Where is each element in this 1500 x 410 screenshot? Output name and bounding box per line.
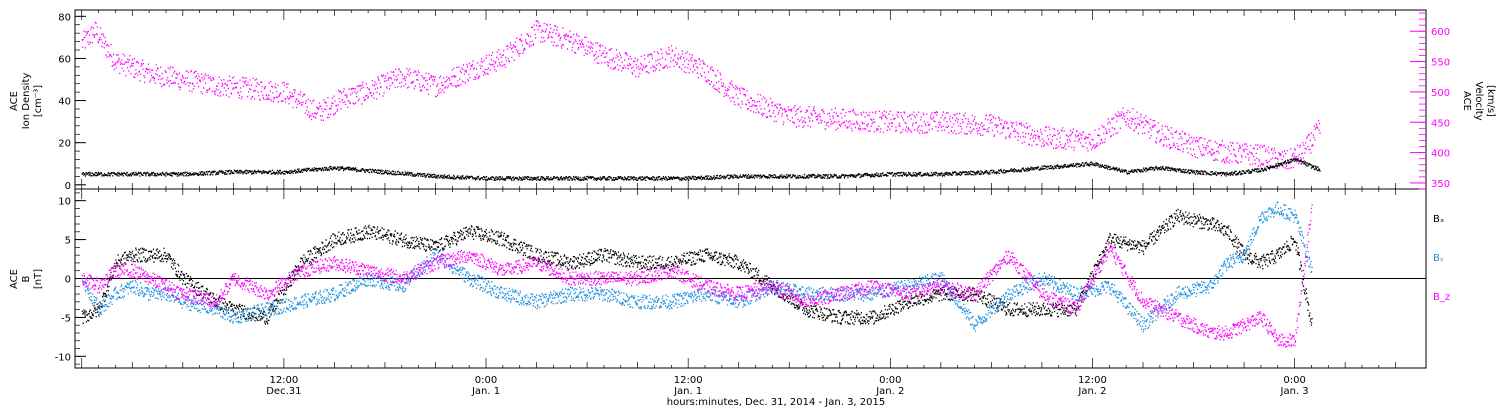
top-panel-frame <box>74 9 1427 190</box>
velocity-tick-label: 550 <box>1431 58 1450 69</box>
bx-points <box>81 208 1313 326</box>
velocity-tick-label: 350 <box>1431 179 1450 190</box>
density-axis-label-line3: [cm⁻³] <box>33 85 44 117</box>
density-velocity-data <box>81 20 1321 182</box>
density-tick-label: 80 <box>58 12 71 23</box>
b-field-tick-label: -10 <box>55 352 71 363</box>
velocity-tick-label: 600 <box>1431 27 1450 38</box>
velocity-tick-label: 500 <box>1431 88 1450 99</box>
x-tick-label-date: Dec.31 <box>266 386 301 397</box>
b-field-tick-label: 10 <box>58 197 71 208</box>
density-axis-label-line2: Ion Density <box>21 73 32 130</box>
density-points <box>81 157 1321 182</box>
density-tick-label: 0 <box>65 181 71 192</box>
b-field-tick-label: 5 <box>65 236 71 247</box>
bz-points <box>81 204 1313 348</box>
x-tick-label-time: 0:00 <box>879 375 901 386</box>
density-axis-label-line1: ACE <box>9 91 20 111</box>
b-field-tick-label: 0 <box>65 275 71 286</box>
b-field-axis-label-line2: B <box>21 275 32 282</box>
velocity-axis-label-line3: [km/s] <box>1485 85 1496 117</box>
by-points <box>81 201 1313 333</box>
x-tick-label-date: Jan. 2 <box>875 386 904 397</box>
b-field-axis-label-line1: ACE <box>9 269 20 289</box>
b-field-data <box>75 201 1426 348</box>
legend-by: Bᵧ <box>1433 253 1444 264</box>
density-tick-label: 20 <box>58 139 71 150</box>
velocity-points <box>81 20 1321 170</box>
velocity-axis: 350 400 450 500 550 600 <box>1410 12 1450 190</box>
x-tick-label-time: 0:00 <box>475 375 497 386</box>
velocity-axis-label-line2: Velocity <box>1473 81 1484 120</box>
density-tick-label: 60 <box>58 54 71 65</box>
x-tick-label-time: 0:00 <box>1283 375 1305 386</box>
x-tick-label-time: 12:00 <box>1078 375 1107 386</box>
panel-frames <box>74 9 1427 369</box>
b-field-tick-label: -5 <box>61 313 71 324</box>
velocity-tick-label: 450 <box>1431 118 1450 129</box>
x-tick-label-date: Jan. 1 <box>471 386 500 397</box>
b-field-axis-label-line3: [nT] <box>33 269 44 289</box>
x-tick-label-time: 12:00 <box>269 375 298 386</box>
density-tick-label: 40 <box>58 97 71 108</box>
x-tick-label-time: 12:00 <box>674 375 703 386</box>
x-tick-label-date: Jan. 1 <box>673 386 702 397</box>
legend-bx: Bₓ <box>1433 214 1444 225</box>
x-axis-title: hours:minutes, Dec. 31, 2014 - Jan. 3, 2… <box>667 397 885 408</box>
x-tick-label-date: Jan. 2 <box>1077 386 1106 397</box>
x-tick-label-date: Jan. 3 <box>1280 386 1309 397</box>
density-axis: 0 20 40 60 80 <box>58 12 86 192</box>
velocity-axis-label-line1: ACE <box>1461 91 1472 111</box>
legend-bz: B_z <box>1433 292 1450 303</box>
velocity-tick-label: 400 <box>1431 149 1450 160</box>
